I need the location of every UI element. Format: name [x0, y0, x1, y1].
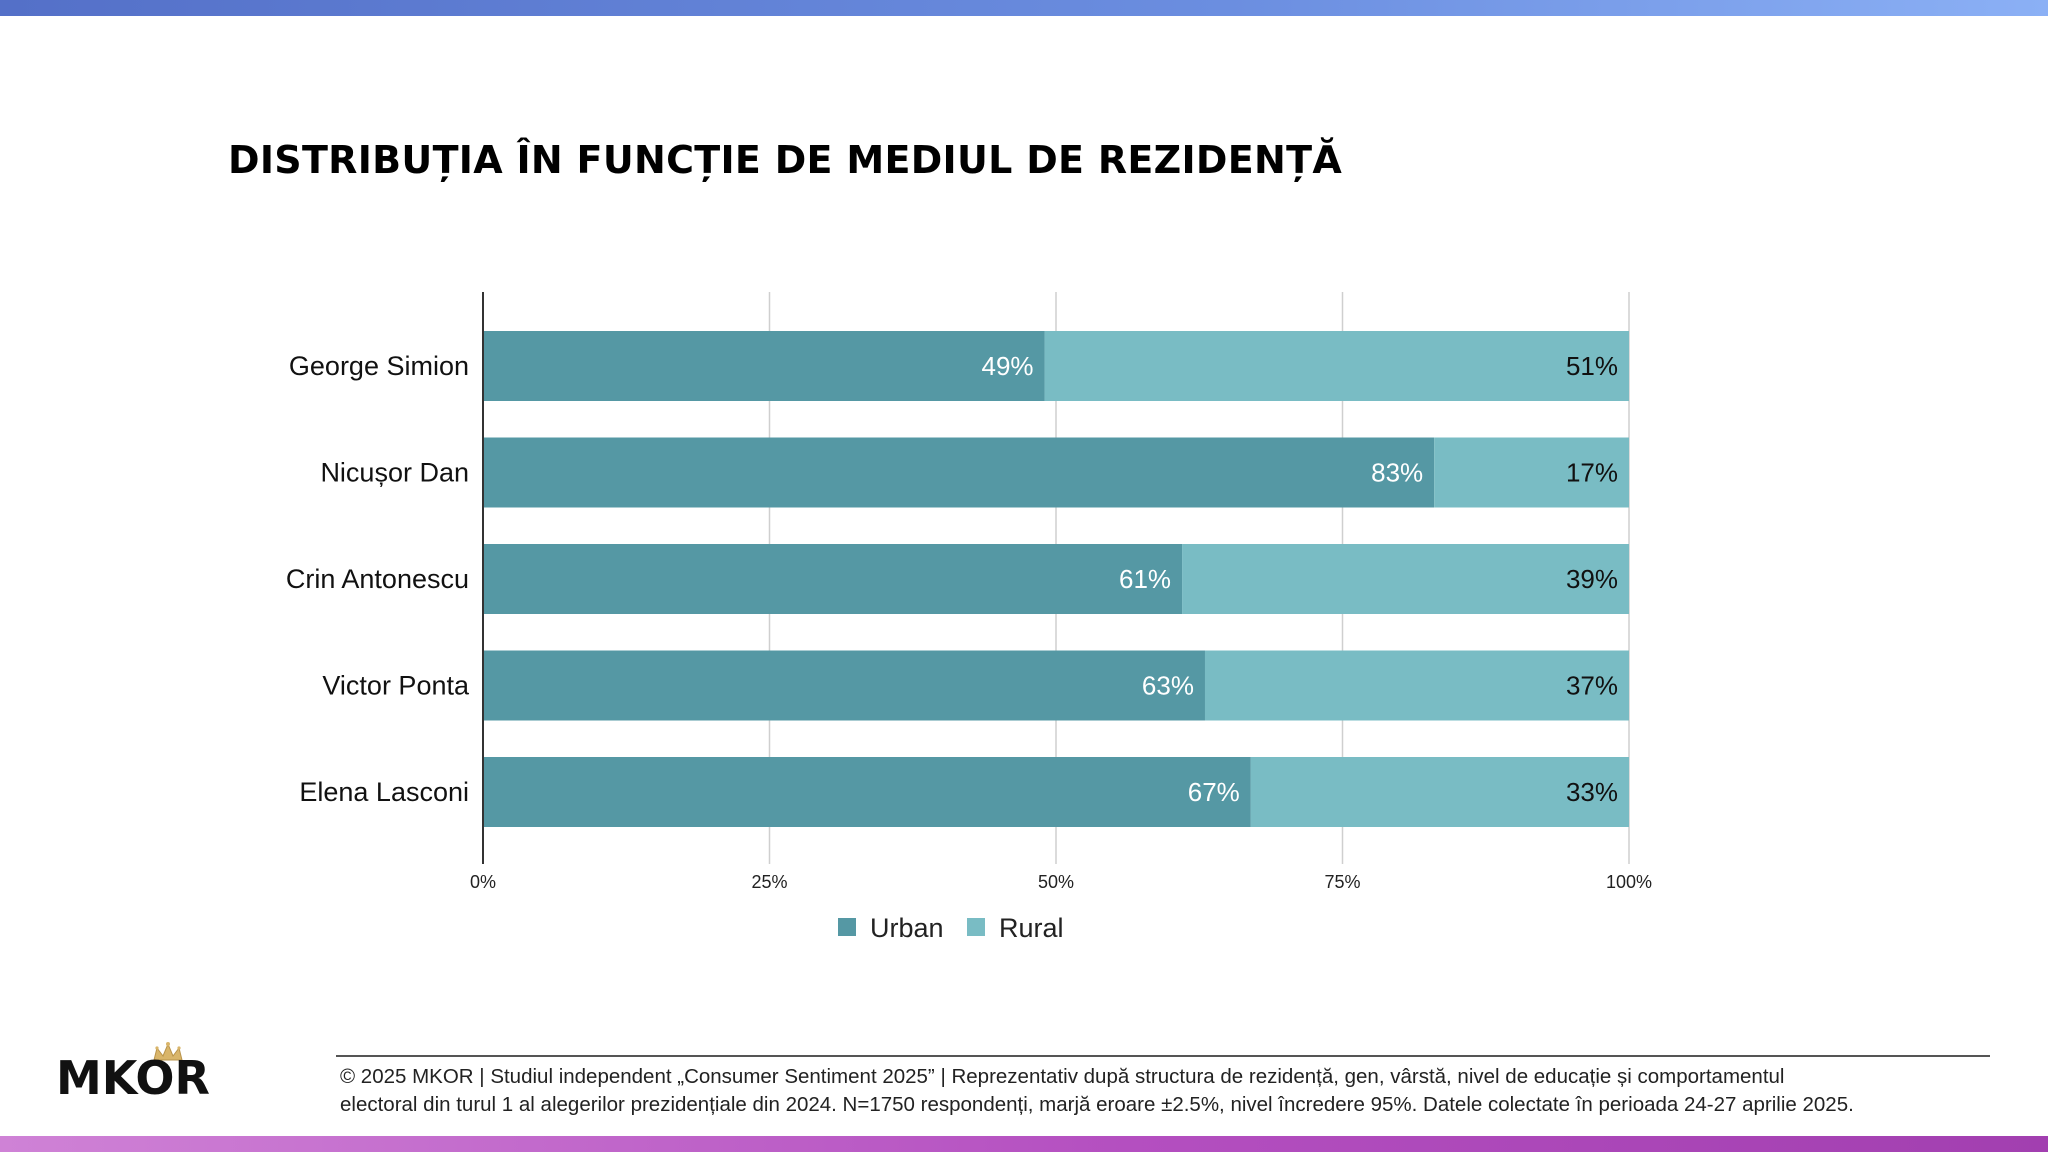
crown-icon	[153, 1042, 183, 1061]
data-label: 39%	[1566, 564, 1618, 594]
footer-note-line-1: © 2025 MKOR | Studiul independent „Consu…	[340, 1065, 1785, 1088]
data-label: 61%	[1119, 564, 1171, 594]
footer-note-line-2: electoral din turul 1 al alegerilor prez…	[340, 1093, 1854, 1116]
footer-note: © 2025 MKOR | Studiul independent „Consu…	[340, 1063, 2020, 1119]
data-label: 63%	[1142, 671, 1194, 701]
data-label: 51%	[1566, 351, 1618, 381]
data-label: 37%	[1566, 671, 1618, 701]
bar-segment-urban	[483, 544, 1183, 614]
category-label: Elena Lasconi	[299, 777, 469, 807]
bar-segment-urban	[483, 650, 1205, 721]
legend-label: Urban	[870, 913, 944, 943]
bar-segment-rural	[1250, 757, 1629, 827]
data-label: 67%	[1188, 777, 1240, 807]
x-tick-label: 50%	[1038, 872, 1074, 892]
category-label: Crin Antonescu	[286, 564, 469, 594]
category-label: Nicușor Dan	[320, 458, 469, 488]
brand-name: MKOR	[56, 1051, 210, 1100]
data-label: 33%	[1566, 777, 1618, 807]
bar-segment-rural	[1182, 544, 1629, 614]
bar-segment-rural	[1204, 650, 1629, 721]
category-label: Victor Ponta	[322, 671, 470, 701]
legend-swatch-rural	[967, 918, 985, 936]
bottom-accent-bar	[0, 1136, 2048, 1152]
bar-segment-urban	[483, 437, 1435, 508]
bar-segment-urban	[483, 757, 1251, 827]
bar-segment-urban	[483, 331, 1045, 401]
x-tick-label: 0%	[470, 872, 496, 892]
mkor-logo: MKOR	[56, 1042, 210, 1100]
top-accent-bar	[0, 0, 2048, 16]
x-tick-label: 75%	[1324, 872, 1360, 892]
legend-swatch-urban	[838, 918, 856, 936]
legend-label: Rural	[999, 913, 1064, 943]
data-label: 17%	[1566, 458, 1618, 488]
stacked-bar-chart: 0% 25% 50% 75% 100% George Simion 49% 51% Nicușo…	[286, 292, 1652, 943]
category-label: George Simion	[289, 351, 469, 381]
x-tick-label: 100%	[1606, 872, 1652, 892]
page-title: DISTRIBUȚIA ÎN FUNCȚIE DE MEDIUL DE REZI…	[228, 138, 1343, 182]
footer-divider	[336, 1055, 1990, 1057]
data-label: 49%	[981, 351, 1033, 381]
bar-segment-rural	[1044, 331, 1629, 401]
bar-segment-rural	[1434, 437, 1629, 508]
data-label: 83%	[1371, 458, 1423, 488]
x-tick-label: 25%	[751, 872, 787, 892]
